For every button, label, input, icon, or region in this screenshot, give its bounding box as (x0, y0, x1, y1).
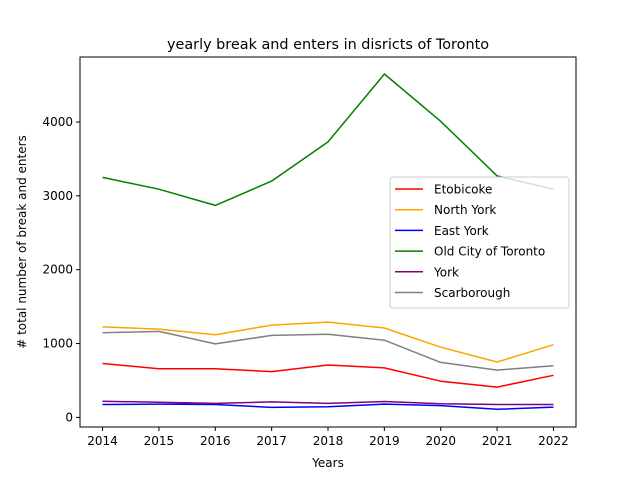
x-tick-label: 2022 (538, 434, 569, 448)
y-tick-label: 3000 (42, 189, 73, 203)
y-tick-label: 1000 (42, 337, 73, 351)
legend-label-etobicoke: Etobicoke (434, 183, 492, 197)
series-line-north-york (102, 321, 554, 363)
y-tick-label: 2000 (42, 263, 73, 277)
x-axis-label: Years (311, 456, 344, 470)
series-line-york (102, 400, 554, 406)
series-lines (102, 73, 554, 411)
series-line-old-city-of-toronto (102, 73, 554, 207)
x-tick-label: 2015 (144, 434, 175, 448)
y-axis-label: # total number of break and enters (15, 135, 29, 349)
chart-title: yearly break and enters in disricts of T… (167, 37, 489, 53)
y-tick-label: 4000 (42, 115, 73, 129)
series-line-scarborough (102, 330, 554, 371)
legend-label-scarborough: Scarborough (434, 286, 510, 300)
legend-label-east-york: East York (434, 224, 489, 238)
legend-box (389, 176, 570, 309)
x-tick-label: 2020 (425, 434, 456, 448)
series-line-east-york (102, 403, 554, 411)
x-tick-label: 2021 (482, 434, 513, 448)
y-axis-ticks: 0 1000 2000 3000 4000 (42, 115, 80, 424)
legend-label-old-city-of-toronto: Old City of Toronto (434, 245, 545, 259)
legend-label-york: York (433, 265, 459, 279)
legend-label-north-york: North York (434, 203, 496, 217)
x-tick-label: 2016 (200, 434, 231, 448)
plot-frame (79, 56, 577, 428)
x-tick-label: 2019 (369, 434, 400, 448)
x-tick-label: 2014 (87, 434, 118, 448)
x-axis-ticks: 2014 2015 2016 2017 2018 2019 2020 2021 2022 (87, 427, 569, 448)
x-tick-label: 2018 (313, 434, 344, 448)
series-line-etobicoke (102, 362, 554, 388)
legend: Etobicoke North York East York Old City of … (389, 176, 570, 309)
x-tick-label: 2017 (256, 434, 287, 448)
y-tick-label: 0 (65, 410, 73, 424)
